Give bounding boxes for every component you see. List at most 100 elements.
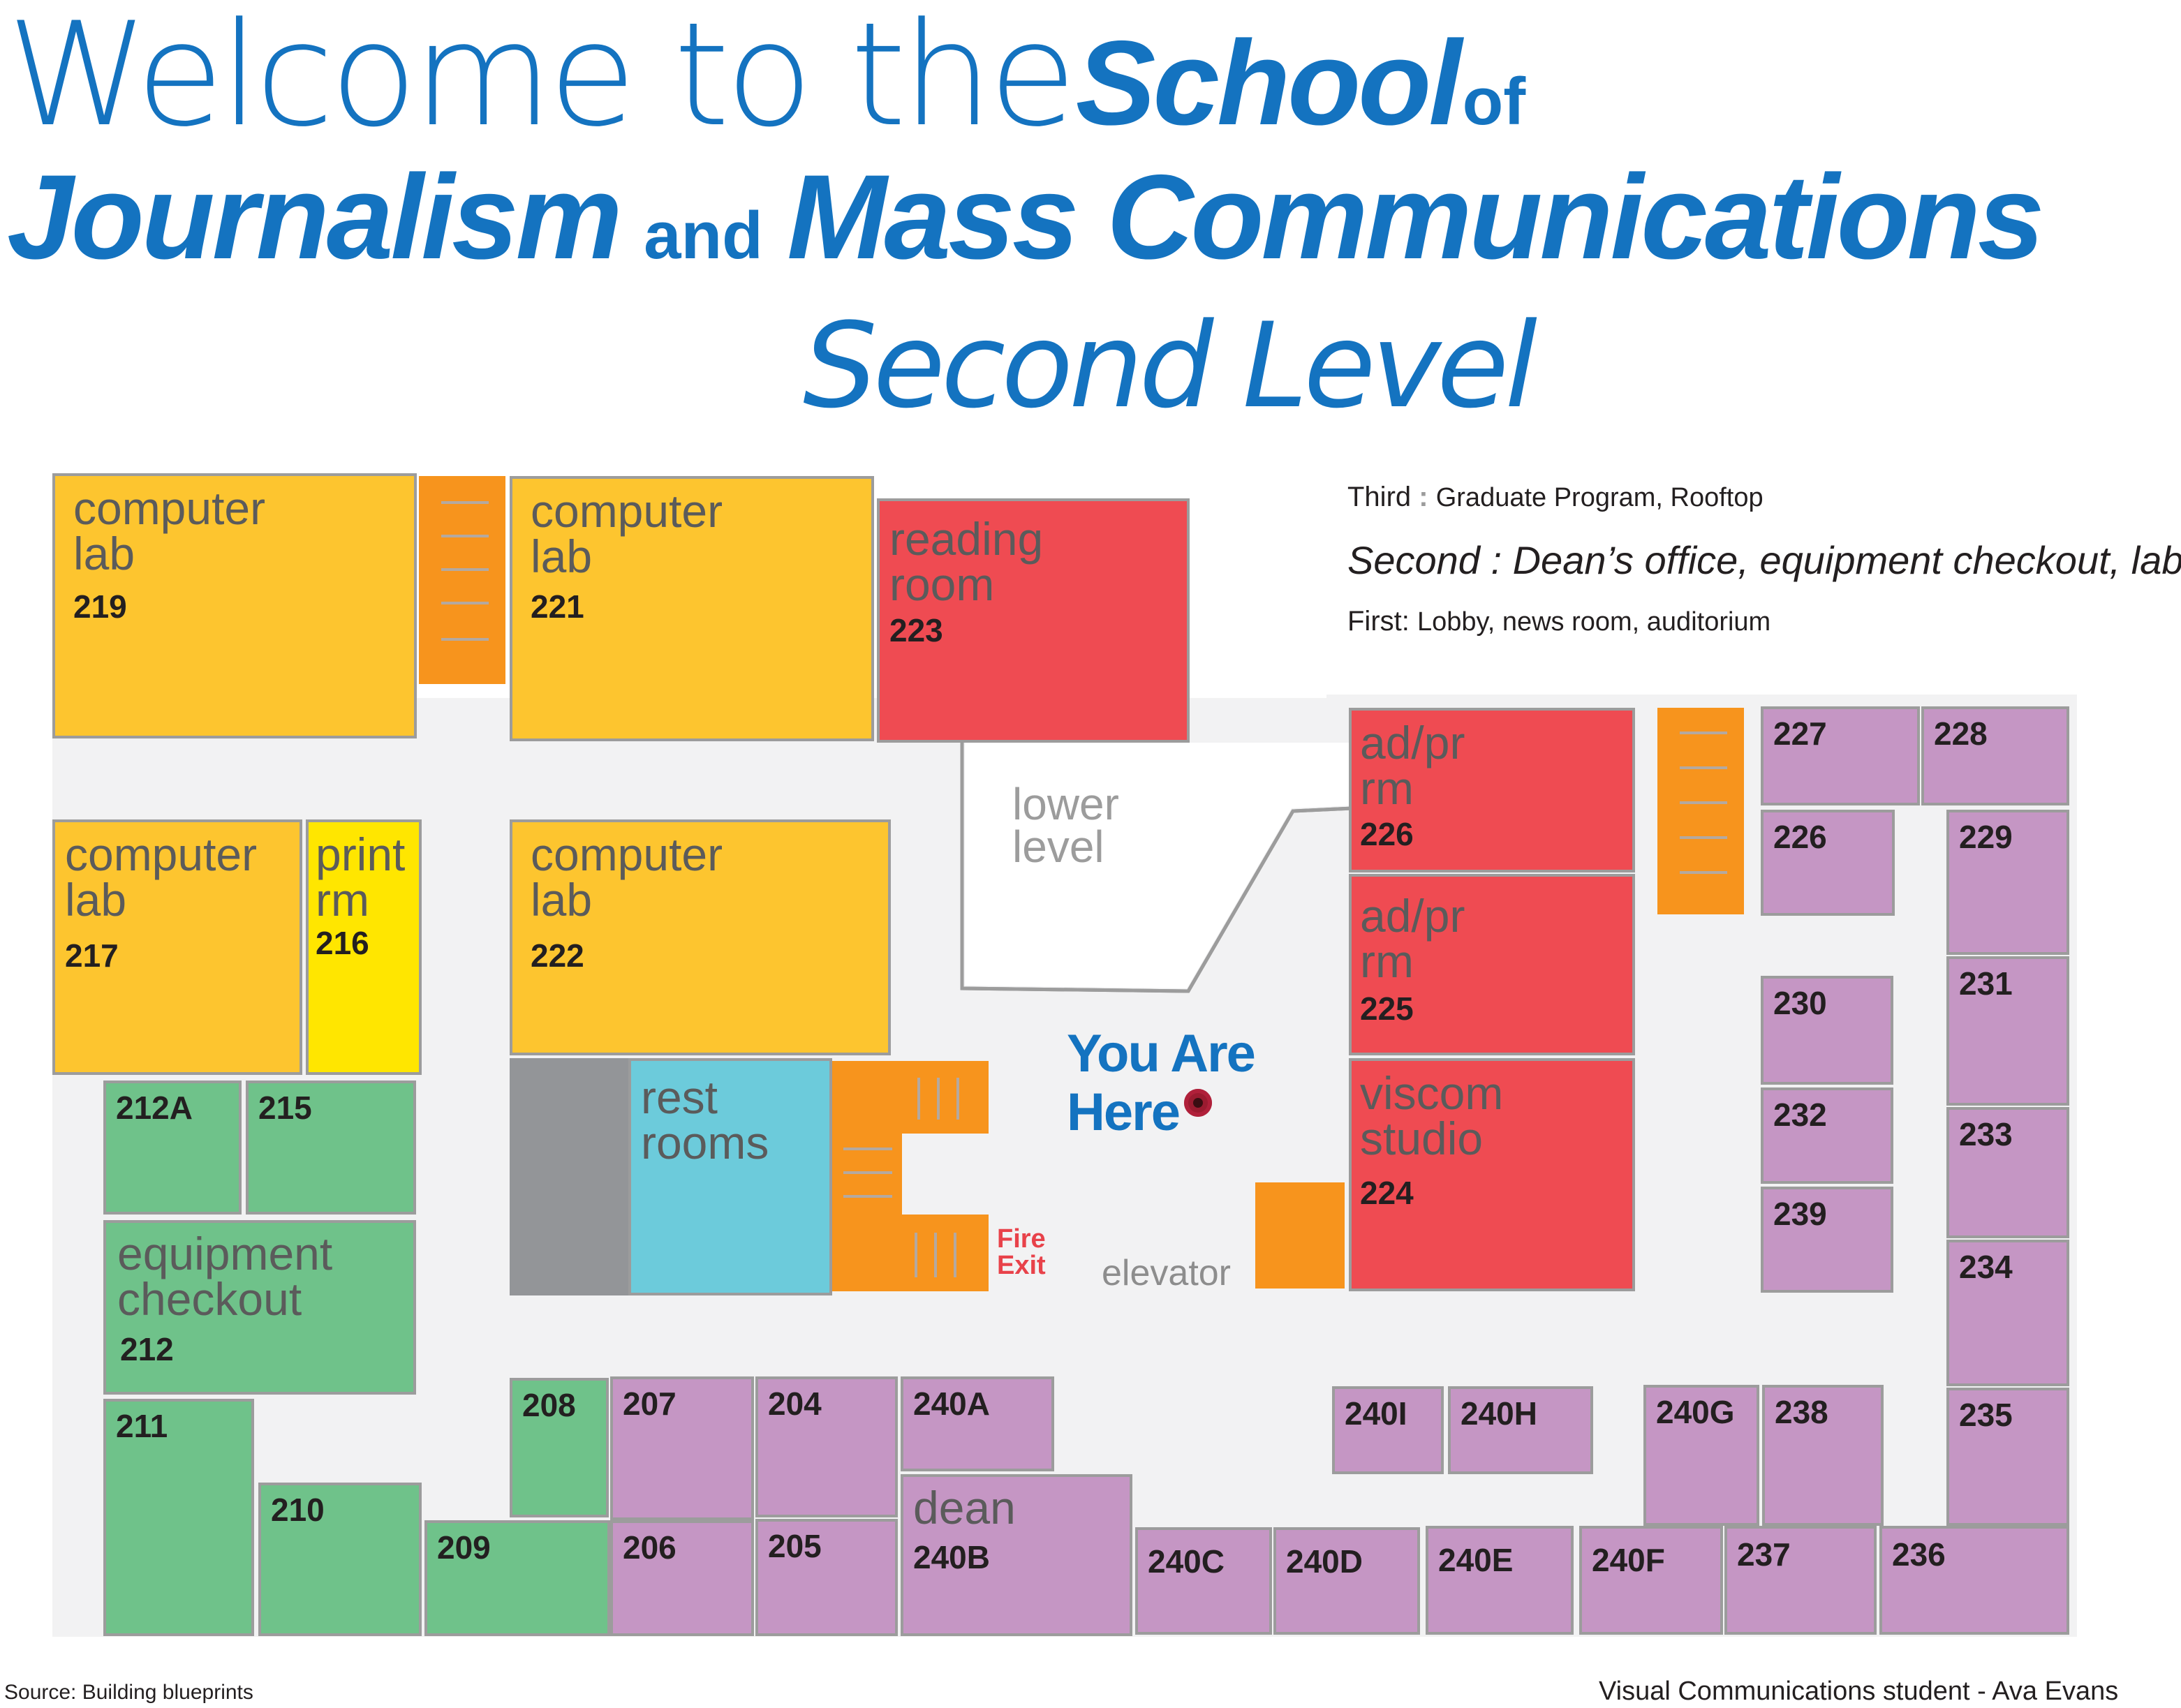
stair-step (441, 501, 489, 504)
legend-third: Third : Graduate Program, Rooftop (1347, 482, 1764, 513)
room-229: 229 (1946, 810, 2069, 955)
room-240D: 240D (1273, 1527, 1420, 1635)
legend-second-text: Dean’s office, equipment checkout, labs (1512, 538, 2181, 582)
room-226-office: 226 (1761, 810, 1895, 916)
room-228-number: 228 (1934, 715, 1988, 752)
room-234-number: 234 (1959, 1249, 2013, 1285)
room-227-number: 227 (1773, 715, 1827, 752)
room-231: 231 (1946, 956, 2069, 1106)
room-232-number: 232 (1773, 1097, 1827, 1133)
room-212-number: 212 (120, 1331, 174, 1367)
room-223-name: reading room (889, 513, 1044, 610)
room-240B-name: dean (913, 1482, 1016, 1534)
title-journalism: Journalism (7, 150, 623, 284)
room-212A-number: 212A (116, 1090, 193, 1126)
room-222: computer lab 222 (510, 819, 891, 1055)
stairs-fire-exit-top (832, 1061, 989, 1134)
subtitle-second-level: Second Level (803, 297, 1537, 434)
legend-second-label: Second : (1347, 538, 1502, 582)
room-237: 237 (1724, 1526, 1877, 1635)
room-205-number: 205 (768, 1528, 822, 1564)
legend-first-label: First: (1347, 606, 1410, 637)
room-231-number: 231 (1959, 965, 2013, 1002)
room-223-number: 223 (889, 612, 943, 648)
room-240E-number: 240E (1438, 1542, 1514, 1578)
room-224: viscom studio 224 (1349, 1058, 1635, 1291)
legend-first-text: Lobby, news room, auditorium (1417, 607, 1771, 637)
stair-step (937, 1078, 940, 1120)
stair-step (843, 1171, 892, 1174)
room-224-name: viscom studio (1360, 1067, 1504, 1164)
room-206: 206 (610, 1520, 754, 1636)
you-are-here-marker (1184, 1089, 1212, 1117)
room-240H-number: 240H (1461, 1395, 1537, 1432)
legend-first: First: Lobby, news room, auditorium (1347, 606, 1770, 637)
room-239-number: 239 (1773, 1196, 1827, 1232)
fire-exit-label: Fire Exit (997, 1226, 1046, 1279)
room-240A-number: 240A (913, 1386, 990, 1422)
room-221: computer lab 221 (510, 476, 874, 741)
stair-step (441, 535, 489, 537)
room-233: 233 (1946, 1107, 2069, 1238)
room-240I: 240I (1332, 1386, 1444, 1474)
room-224-number: 224 (1360, 1175, 1414, 1211)
room-207: 207 (610, 1376, 754, 1520)
legend-second: Second : Dean’s office, equipment checko… (1347, 537, 2181, 583)
credit-note: Visual Communications student - Ava Evan… (1599, 1677, 2119, 1706)
lower-level-label: lower level (1012, 779, 1119, 872)
room-209-number: 209 (437, 1529, 491, 1566)
stair-step (441, 638, 489, 641)
stair-step (956, 1078, 959, 1120)
stairs-fire-exit-middle (832, 1131, 902, 1221)
lower-level-outline-redraw (960, 740, 1354, 993)
room-225-name: ad/pr rm (1360, 890, 1465, 987)
room-217-number: 217 (65, 937, 119, 974)
room-216-number: 216 (316, 925, 369, 961)
legend-third-label: Third (1347, 482, 1412, 512)
room-240F-number: 240F (1592, 1542, 1665, 1578)
room-232: 232 (1761, 1087, 1893, 1184)
room-217: computer lab 217 (52, 819, 302, 1075)
room-225: ad/pr rm 225 (1349, 874, 1635, 1055)
room-237-number: 237 (1737, 1536, 1791, 1573)
room-206-number: 206 (623, 1529, 677, 1566)
room-223: reading room 223 (877, 498, 1190, 743)
stair-step (934, 1233, 937, 1277)
room-211-number: 211 (116, 1408, 168, 1444)
stair-step (915, 1233, 917, 1277)
room-240G-number: 240G (1656, 1394, 1735, 1430)
room-229-number: 229 (1959, 819, 2013, 855)
room-204: 204 (755, 1376, 898, 1517)
room-222-number: 222 (531, 937, 584, 974)
stairs-fire-exit-bottom (832, 1215, 989, 1291)
stair-step (1680, 871, 1727, 874)
legend-third-sep: : (1419, 482, 1428, 512)
stair-step (954, 1233, 956, 1277)
room-226-number: 226 (1360, 816, 1414, 852)
stairs-north (419, 476, 505, 684)
room-210-number: 210 (271, 1492, 325, 1528)
room-221-name: computer lab (531, 485, 723, 582)
room-230-number: 230 (1773, 985, 1827, 1021)
room-209: 209 (424, 1520, 610, 1636)
room-236: 236 (1879, 1526, 2069, 1635)
room-240D-number: 240D (1286, 1543, 1363, 1580)
title-school: School (1075, 16, 1462, 150)
title-welcome: Welcome to the (7, 0, 1077, 158)
room-222-name: computer lab (531, 829, 723, 926)
room-221-number: 221 (531, 588, 584, 625)
source-note: Source: Building blueprints (4, 1681, 253, 1704)
room-215-number: 215 (258, 1090, 312, 1126)
title-line-2: Journalism and Mass Communications (7, 157, 2044, 279)
room-240E: 240E (1426, 1526, 1574, 1635)
stair-step (843, 1195, 892, 1198)
elevator-label: elevator (1102, 1253, 1231, 1293)
room-234: 234 (1946, 1240, 2069, 1386)
fire-exit-line-1: Fire (997, 1224, 1046, 1254)
stair-step (1680, 732, 1727, 734)
stair-step (441, 602, 489, 604)
room-215: 215 (246, 1081, 416, 1215)
lower-level-void (965, 743, 1187, 988)
